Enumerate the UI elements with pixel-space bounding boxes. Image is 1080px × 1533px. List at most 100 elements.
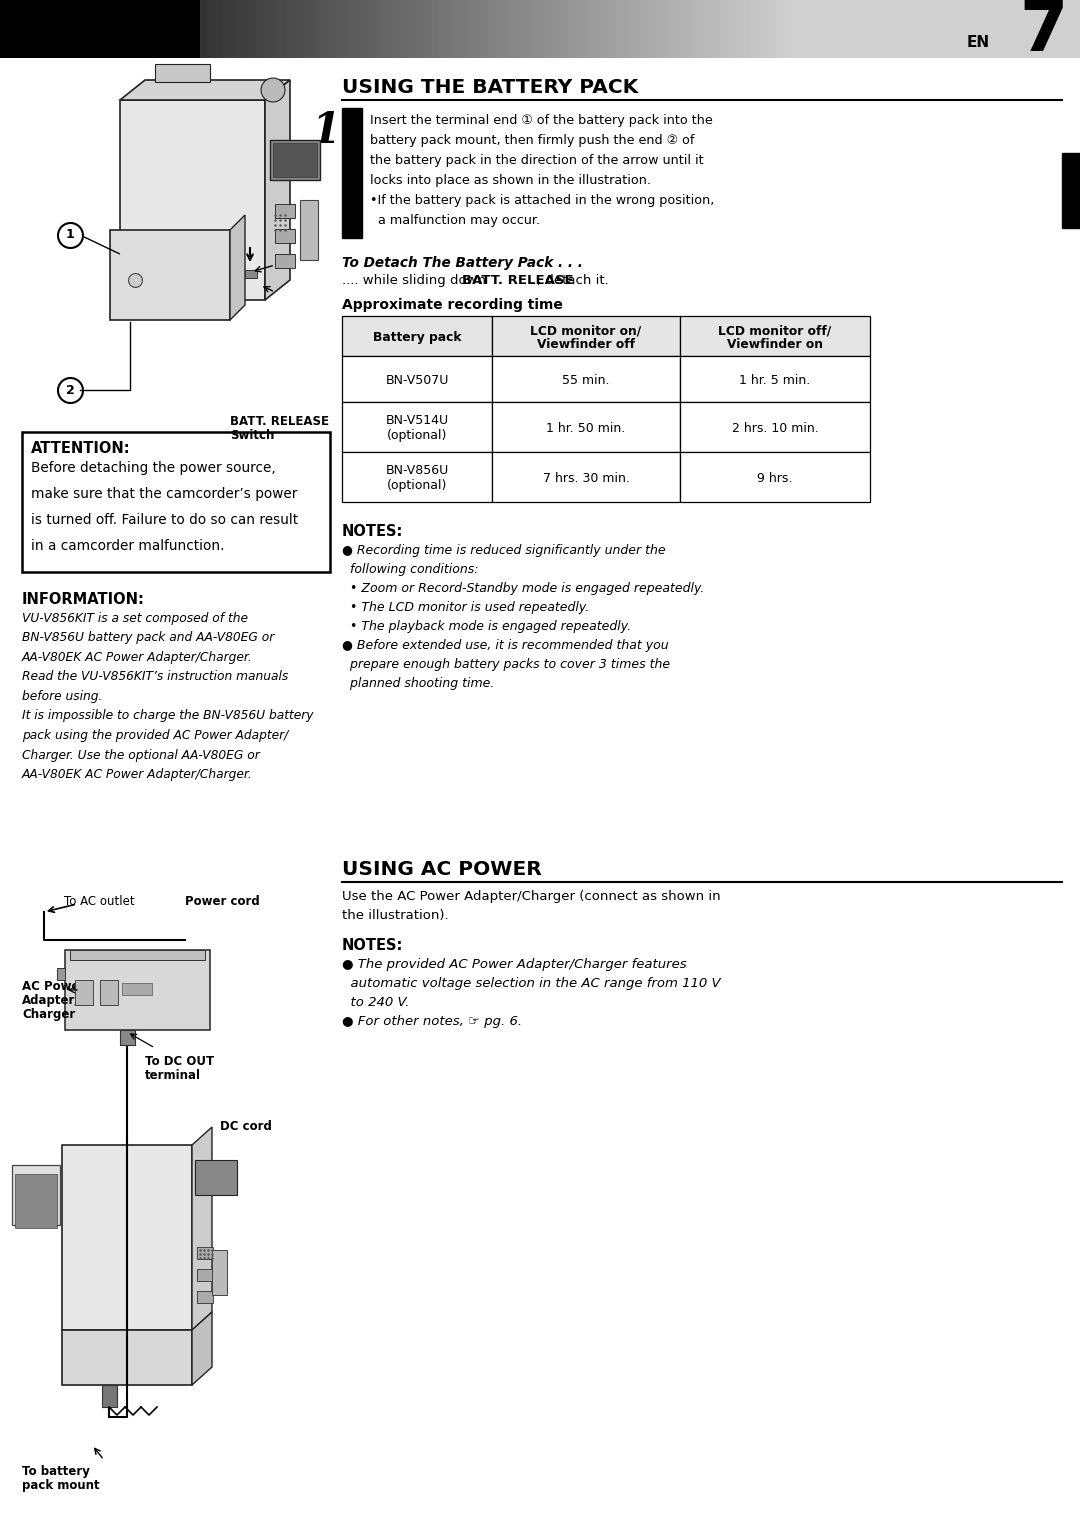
Text: • The playback mode is engaged repeatedly.: • The playback mode is engaged repeatedl… (342, 619, 631, 633)
Bar (275, 204, 295, 218)
Text: NOTES:: NOTES: (342, 524, 403, 540)
Text: •If the battery pack is attached in the wrong position,: •If the battery pack is attached in the … (370, 195, 714, 207)
Text: To DC OUT: To DC OUT (145, 1055, 214, 1069)
Text: BN-V856U battery pack and AA-V80EG or: BN-V856U battery pack and AA-V80EG or (22, 632, 274, 644)
Text: Read the VU-V856KIT’s instruction manuals: Read the VU-V856KIT’s instruction manual… (22, 670, 288, 684)
Bar (120, 1030, 135, 1046)
Bar (65, 950, 210, 1030)
Text: • The LCD monitor is used repeatedly.: • The LCD monitor is used repeatedly. (342, 601, 590, 615)
Text: before using.: before using. (22, 690, 103, 704)
Bar (492, 316, 680, 356)
Text: Switch: Switch (230, 429, 274, 442)
Text: .... while sliding down: .... while sliding down (342, 274, 490, 287)
Text: 9 hrs.: 9 hrs. (757, 472, 793, 484)
Text: the illustration).: the illustration). (342, 909, 448, 921)
Text: BN-V856U: BN-V856U (386, 464, 448, 477)
Text: to 240 V.: to 240 V. (342, 996, 409, 1009)
Bar (15, 1174, 57, 1228)
Polygon shape (120, 80, 291, 100)
Text: pack mount: pack mount (22, 1479, 99, 1492)
Bar (800, 0, 1080, 58)
Bar (342, 402, 492, 452)
Bar (342, 107, 362, 238)
Text: 7 hrs. 30 min.: 7 hrs. 30 min. (542, 472, 630, 484)
Text: terminal: terminal (145, 1069, 201, 1082)
Text: USING THE BATTERY PACK: USING THE BATTERY PACK (342, 78, 638, 97)
Text: LCD monitor on/: LCD monitor on/ (530, 323, 642, 337)
Bar (342, 316, 492, 356)
Bar (270, 140, 320, 179)
Text: automatic voltage selection in the AC range from 110 V: automatic voltage selection in the AC ra… (342, 977, 720, 990)
Bar (122, 983, 152, 995)
Text: make sure that the camcorder’s power: make sure that the camcorder’s power (31, 487, 297, 501)
Polygon shape (192, 1127, 212, 1331)
Text: Power cord: Power cord (185, 895, 260, 908)
Text: AA-V80EK AC Power Adapter/Charger.: AA-V80EK AC Power Adapter/Charger. (22, 768, 253, 780)
Text: Approximate recording time: Approximate recording time (342, 297, 563, 313)
Bar (197, 1291, 213, 1303)
Text: To AC outlet: To AC outlet (64, 895, 135, 908)
Text: AA-V80EK AC Power Adapter/Charger.: AA-V80EK AC Power Adapter/Charger. (22, 652, 253, 664)
Bar (22, 432, 330, 572)
Text: battery pack mount, then firmly push the end ② of: battery pack mount, then firmly push the… (370, 133, 694, 147)
Bar (75, 980, 93, 1006)
Bar (102, 1384, 117, 1407)
Text: following conditions:: following conditions: (342, 563, 478, 576)
Text: locks into place as shown in the illustration.: locks into place as shown in the illustr… (370, 175, 651, 187)
Text: Charger. Use the optional AA-V80EG or: Charger. Use the optional AA-V80EG or (22, 748, 260, 762)
Text: a malfunction may occur.: a malfunction may occur. (370, 215, 540, 227)
Bar (342, 452, 492, 501)
Text: 1 hr. 50 min.: 1 hr. 50 min. (546, 422, 625, 434)
Text: , detach it.: , detach it. (538, 274, 609, 287)
Text: Battery pack: Battery pack (373, 331, 461, 343)
Text: pack using the provided AC Power Adapter/: pack using the provided AC Power Adapter… (22, 730, 288, 742)
Text: 1: 1 (66, 228, 75, 242)
Text: is turned off. Failure to do so can result: is turned off. Failure to do so can resu… (31, 514, 298, 527)
Bar (275, 228, 295, 244)
Text: ● Recording time is reduced significantly under the: ● Recording time is reduced significantl… (342, 544, 665, 556)
Text: INFORMATION:: INFORMATION: (22, 592, 145, 607)
Bar (1062, 153, 1080, 228)
Text: ● The provided AC Power Adapter/Charger features: ● The provided AC Power Adapter/Charger … (342, 958, 687, 970)
Bar (245, 270, 257, 277)
Text: NOTES:: NOTES: (342, 938, 403, 954)
Polygon shape (265, 80, 291, 300)
Bar (195, 1160, 237, 1196)
Text: ● Before extended use, it is recommended that you: ● Before extended use, it is recommended… (342, 639, 669, 652)
Polygon shape (192, 1312, 212, 1384)
Bar (70, 950, 205, 960)
Text: Viewfinder off: Viewfinder off (537, 337, 635, 351)
Text: Adapter/: Adapter/ (22, 993, 80, 1007)
Bar (273, 143, 318, 176)
Bar (197, 1246, 213, 1259)
Bar (110, 230, 230, 320)
Text: ● For other notes, ☞ pg. 6.: ● For other notes, ☞ pg. 6. (342, 1015, 522, 1029)
Text: 2: 2 (66, 383, 75, 397)
Polygon shape (230, 215, 245, 320)
Bar (342, 356, 492, 402)
Text: prepare enough battery packs to cover 3 times the: prepare enough battery packs to cover 3 … (342, 658, 670, 671)
Bar (492, 356, 680, 402)
Text: To battery: To battery (22, 1466, 90, 1478)
Bar (212, 1249, 227, 1295)
Bar (0, 0, 200, 58)
Bar (12, 1165, 60, 1225)
Text: planned shooting time.: planned shooting time. (342, 678, 495, 690)
Bar (680, 452, 870, 501)
Text: DC cord: DC cord (220, 1121, 272, 1133)
Text: the battery pack in the direction of the arrow until it: the battery pack in the direction of the… (370, 153, 704, 167)
Text: BATT. RELEASE: BATT. RELEASE (230, 415, 329, 428)
Bar (197, 1269, 213, 1282)
Bar (120, 100, 265, 300)
Text: AC Power: AC Power (22, 980, 85, 993)
Text: To Detach The Battery Pack . . .: To Detach The Battery Pack . . . (342, 256, 583, 270)
Bar (62, 1145, 192, 1331)
Text: • Zoom or Record-Standby mode is engaged repeatedly.: • Zoom or Record-Standby mode is engaged… (342, 583, 704, 595)
Text: Insert the terminal end ① of the battery pack into the: Insert the terminal end ① of the battery… (370, 113, 713, 127)
Bar (680, 402, 870, 452)
Text: 1: 1 (311, 110, 340, 152)
Text: Use the AC Power Adapter/Charger (connect as shown in: Use the AC Power Adapter/Charger (connec… (342, 891, 720, 903)
Bar (57, 967, 65, 980)
Bar (680, 316, 870, 356)
Text: 2 hrs. 10 min.: 2 hrs. 10 min. (731, 422, 819, 434)
